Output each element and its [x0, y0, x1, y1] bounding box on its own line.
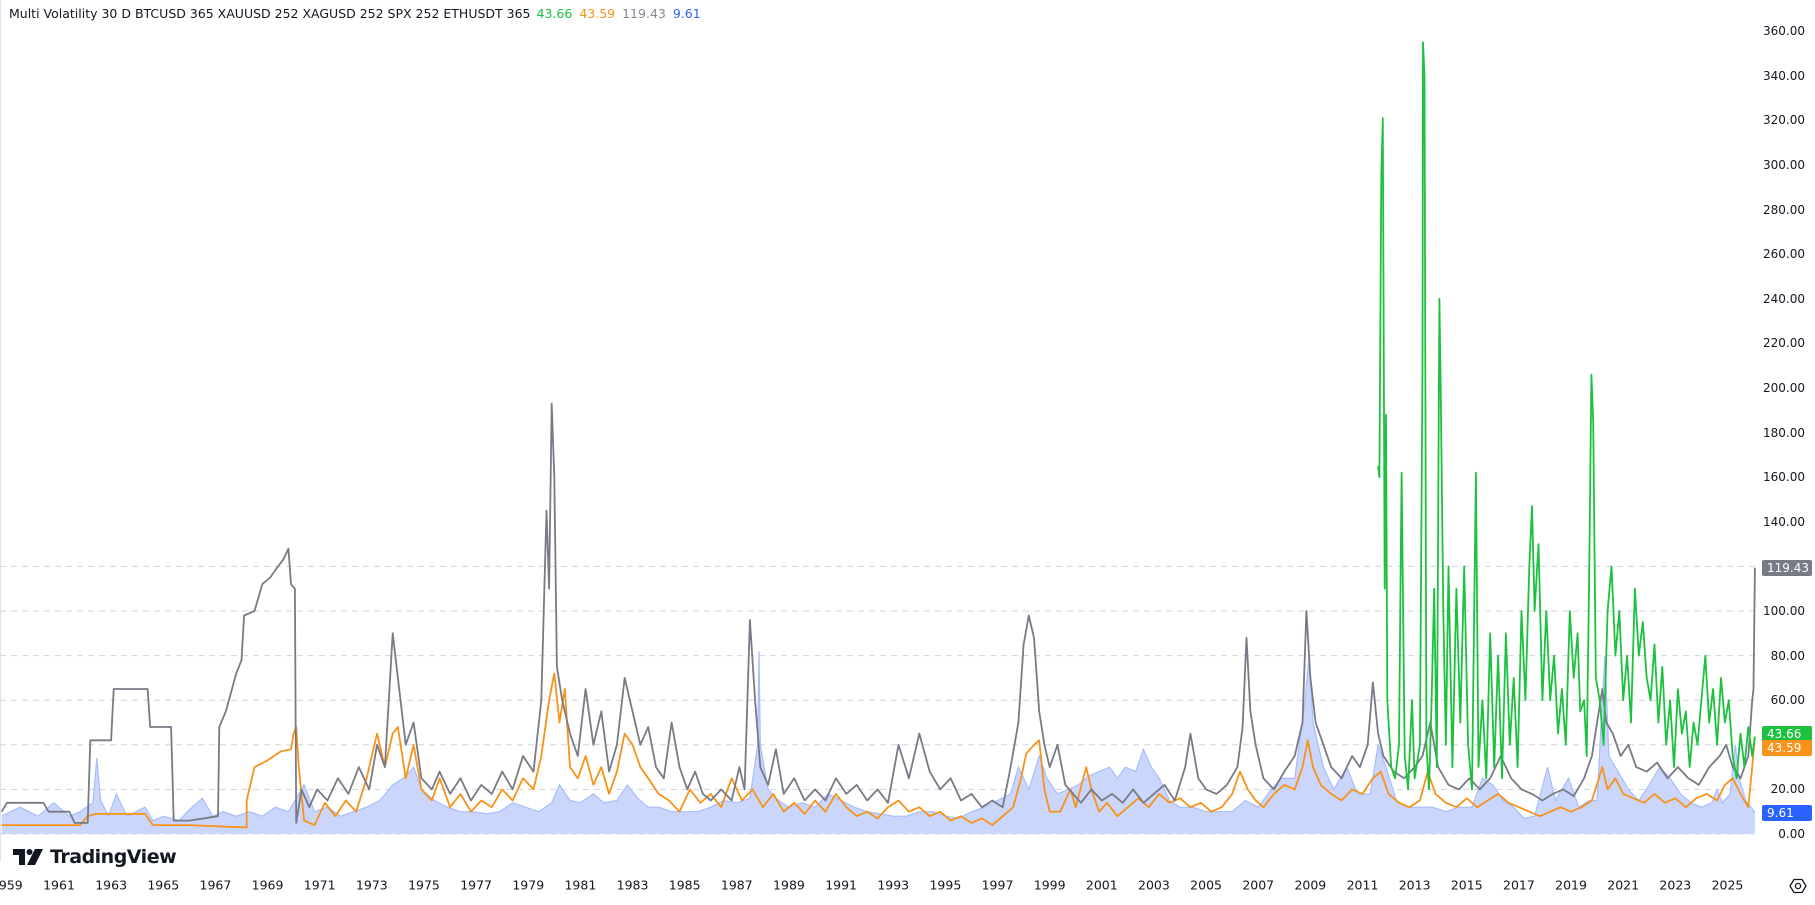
price-axis-label: 60.00 [1770, 693, 1805, 708]
time-axis-label: 1973 [355, 877, 388, 893]
time-axis-label: 2009 [1294, 877, 1327, 893]
time-axis-label: 1975 [408, 877, 440, 893]
time-axis-label: 1991 [825, 877, 857, 893]
time-axis-label: 1967 [199, 877, 232, 893]
price-axis-label: 240.00 [1763, 291, 1805, 306]
time-axis-label: 2015 [1450, 877, 1483, 893]
time-axis-label: 1985 [668, 877, 701, 893]
time-axis-label: 1971 [303, 877, 336, 893]
time-axis-label: 2001 [1085, 877, 1118, 893]
time-axis-label: 1997 [981, 877, 1014, 893]
time-axis-label: 2007 [1242, 877, 1275, 893]
time-axis-label: 2011 [1346, 877, 1379, 893]
time-axis-label: 2013 [1398, 877, 1431, 893]
time-axis-label: 2025 [1711, 877, 1744, 893]
spx-area [1, 651, 1755, 834]
time-axis-label: 2019 [1555, 877, 1587, 893]
time-axis-label: 1993 [877, 877, 910, 893]
price-tag: 43.59 [1762, 739, 1812, 756]
series-layer [0, 41, 1756, 834]
time-axis-label: 2003 [1138, 877, 1170, 893]
time-axis-label: 1977 [460, 877, 493, 893]
legend-value-xag: 119.43 [622, 6, 666, 21]
price-axis-label: 360.00 [1763, 24, 1805, 39]
price-axis-label: 140.00 [1763, 514, 1805, 529]
xag-line [0, 402, 1756, 824]
price-axis-label: 320.00 [1763, 113, 1805, 128]
price-axis-label: 300.00 [1763, 158, 1805, 172]
price-tag: 9.61 [1762, 804, 1812, 821]
price-tag: 43.66 [1762, 725, 1812, 742]
price-axis-label: 340.00 [1763, 68, 1805, 83]
price-axis-label: 100.00 [1763, 604, 1805, 618]
time-axis-label: 1995 [929, 877, 962, 893]
time-axis-label: 1999 [1033, 877, 1066, 893]
btc-line [1377, 41, 1756, 791]
legend-value-xau: 43.59 [579, 6, 616, 21]
time-axis-label: 1963 [95, 877, 128, 893]
xau-line [1, 672, 1756, 829]
time-axis-label: 1987 [720, 877, 753, 893]
price-tag: 119.43 [1762, 559, 1812, 576]
tradingview-logo-text: TradingView [50, 846, 177, 868]
time-axis-label: 1983 [616, 877, 649, 893]
price-axis-label: 0.00 [1778, 827, 1805, 841]
legend-value-btc: 43.66 [536, 6, 573, 21]
legend-value-spx: 9.61 [672, 6, 701, 21]
price-axis-label: 180.00 [1763, 425, 1805, 440]
settings-icon[interactable] [1789, 877, 1807, 895]
time-axis-label: 1965 [147, 877, 180, 893]
time-axis-label: 2005 [1190, 877, 1222, 893]
time-axis-label: 1961 [43, 877, 75, 893]
price-axis-label: 200.00 [1763, 381, 1805, 395]
price-axis-label: 20.00 [1770, 782, 1805, 797]
chart-legend[interactable]: Multi Volatility 30 D BTCUSD 365 XAUUSD … [9, 6, 708, 21]
tradingview-logo-icon [13, 849, 43, 865]
time-axis-label: 1979 [512, 877, 545, 893]
legend-title: Multi Volatility 30 D BTCUSD 365 XAUUSD … [9, 6, 531, 21]
time-axis-label: 2021 [1607, 877, 1640, 893]
time-axis-label: 1981 [564, 877, 597, 893]
time-axis-label: 1969 [251, 877, 284, 893]
price-axis-label: 80.00 [1770, 648, 1805, 663]
tradingview-logo[interactable]: TradingView [13, 846, 177, 868]
price-axis-label: 280.00 [1763, 202, 1805, 217]
time-axis-label: 2017 [1503, 877, 1535, 893]
time-axis-label: 1989 [773, 877, 805, 893]
price-axis-label: 220.00 [1763, 336, 1805, 351]
time-axis-label: 2023 [1659, 877, 1692, 893]
chart-left-border [0, 0, 1, 862]
price-axis-label: 260.00 [1763, 247, 1805, 262]
price-axis-label: 160.00 [1763, 470, 1805, 485]
